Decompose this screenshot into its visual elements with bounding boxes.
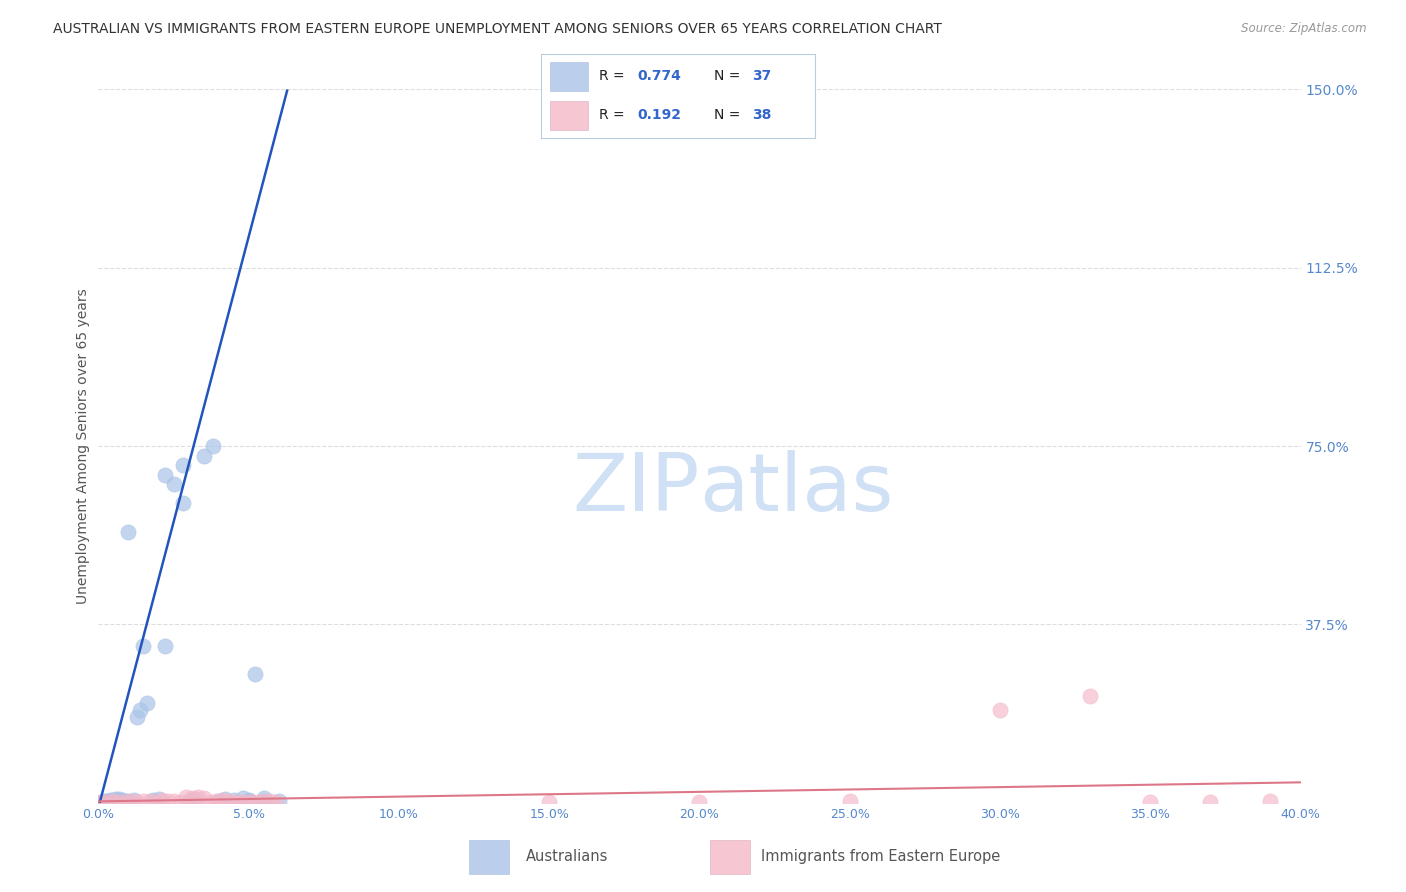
Point (138, 794, 160, 808)
Point (235, 795, 257, 809)
Point (93, 794, 115, 808)
Point (105, 792, 128, 806)
Text: 37: 37 (752, 70, 772, 83)
Point (172, 458, 194, 472)
Point (103, 794, 125, 808)
Point (132, 794, 155, 808)
Point (162, 477, 184, 491)
Bar (470, 839, 509, 874)
Point (174, 790, 197, 805)
Point (108, 795, 131, 809)
Point (214, 791, 236, 805)
Point (222, 793, 245, 807)
Point (238, 793, 260, 807)
Point (253, 794, 276, 808)
Point (90, 795, 112, 809)
Point (253, 791, 276, 805)
Point (204, 794, 226, 808)
Point (177, 794, 200, 808)
Point (217, 794, 239, 808)
Text: R =: R = (599, 109, 624, 122)
Bar (550, 62, 588, 91)
Point (90, 795, 112, 809)
Text: 38: 38 (752, 109, 772, 122)
Point (1199, 795, 1222, 809)
Point (135, 696, 157, 710)
Point (114, 794, 136, 808)
Point (232, 791, 254, 805)
Text: Immigrants from Eastern Europe: Immigrants from Eastern Europe (761, 849, 1000, 864)
Point (153, 467, 176, 482)
Point (1260, 794, 1282, 808)
Bar (550, 101, 588, 130)
Text: atlas: atlas (700, 450, 894, 528)
Point (264, 795, 287, 809)
Point (127, 710, 149, 724)
Point (156, 794, 179, 808)
Point (183, 792, 205, 806)
Point (1078, 689, 1101, 703)
Point (169, 795, 191, 809)
Point (243, 667, 266, 681)
Point (228, 795, 250, 809)
Text: N =: N = (714, 109, 741, 122)
Point (267, 794, 290, 808)
Text: 0.774: 0.774 (637, 70, 681, 83)
Point (124, 793, 146, 807)
Point (172, 496, 194, 510)
Text: ZIP: ZIP (572, 450, 700, 528)
Point (198, 795, 221, 809)
Point (246, 795, 269, 809)
Point (141, 793, 163, 807)
Point (211, 793, 233, 807)
Point (129, 703, 152, 717)
Point (114, 795, 136, 809)
Point (180, 791, 202, 805)
Point (187, 789, 209, 804)
Text: N =: N = (714, 70, 741, 83)
Point (1139, 795, 1161, 809)
Point (259, 794, 281, 808)
Text: Source: ZipAtlas.com: Source: ZipAtlas.com (1241, 22, 1367, 36)
Point (121, 794, 143, 808)
Text: AUSTRALIAN VS IMMIGRANTS FROM EASTERN EUROPE UNEMPLOYMENT AMONG SENIORS OVER 65 : AUSTRALIAN VS IMMIGRANTS FROM EASTERN EU… (53, 22, 942, 37)
Point (193, 790, 215, 805)
Point (988, 703, 1011, 717)
Point (150, 793, 173, 807)
Point (96, 794, 118, 808)
Point (100, 793, 122, 807)
Point (240, 795, 263, 809)
Point (117, 524, 139, 539)
Point (838, 794, 860, 808)
Text: R =: R = (599, 70, 624, 83)
Text: Australians: Australians (526, 849, 607, 864)
Point (538, 795, 561, 809)
Point (201, 439, 224, 453)
Y-axis label: Unemployment Among Seniors over 65 years: Unemployment Among Seniors over 65 years (76, 288, 90, 604)
Point (253, 794, 276, 808)
Point (208, 794, 231, 808)
Point (145, 795, 167, 809)
Bar (710, 839, 749, 874)
Point (96, 795, 118, 809)
Point (148, 792, 170, 806)
Point (103, 793, 125, 807)
Point (127, 795, 149, 809)
Point (193, 449, 215, 463)
Point (238, 794, 260, 808)
Point (108, 792, 131, 806)
Point (162, 794, 184, 808)
Point (153, 639, 176, 653)
Point (132, 639, 155, 653)
Point (111, 793, 134, 807)
Point (117, 794, 139, 808)
Point (689, 795, 711, 809)
Point (222, 795, 245, 809)
Text: 0.192: 0.192 (637, 109, 682, 122)
